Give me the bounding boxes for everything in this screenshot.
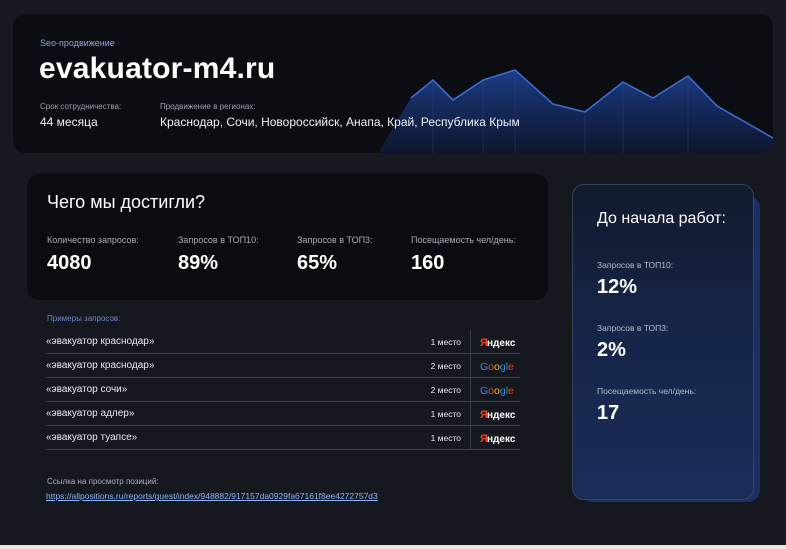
term-label: Срок сотрудничества: <box>40 102 122 111</box>
table-row: «эвакуатор адлер» 1 место Я ндекс <box>46 402 520 426</box>
stat-label-queries: Количество запросов: <box>47 235 139 245</box>
before-title: До начала работ: <box>597 210 726 227</box>
stat-value-traffic: 160 <box>411 252 445 274</box>
query-place: 1 место <box>430 433 461 443</box>
yandex-logo-icon: Я ндекс <box>480 337 516 349</box>
term-value: 44 месяца <box>40 115 98 129</box>
stat-label-traffic: Посещаемость чел/день: <box>411 235 516 245</box>
before-label-traffic: Посещаемость чел/день: <box>597 386 697 396</box>
yandex-logo-icon: Я ндекс <box>480 409 516 421</box>
regions-label: Продвижение в регионах: <box>160 102 256 111</box>
bottom-strip <box>0 545 786 549</box>
column-divider <box>470 378 471 402</box>
stat-label-top10: Запросов в ТОП10: <box>178 235 259 245</box>
svg-text:Я: Я <box>480 337 488 349</box>
positions-link-label: Ссылка на просмотр позиций: <box>47 477 159 486</box>
regions-value: Краснодар, Сочи, Новороссийск, Анапа, Кр… <box>160 115 520 129</box>
query-text: «эвакуатор краснодар» <box>46 336 155 347</box>
column-divider <box>470 330 471 354</box>
stat-value-queries: 4080 <box>47 252 92 274</box>
achievements-title: Чего мы достигли? <box>47 192 206 212</box>
query-place: 1 место <box>430 337 461 347</box>
mountains-decoration <box>378 69 773 153</box>
before-work-card: До начала работ: Запросов в ТОП10: 12% З… <box>572 184 754 500</box>
column-divider <box>470 426 471 450</box>
svg-text:Я: Я <box>480 409 488 421</box>
svg-text:Я: Я <box>480 433 488 445</box>
header-card: Seo-продвижение evakuator-m4.ru Срок сот… <box>13 14 773 153</box>
query-text: «эвакуатор адлер» <box>46 408 135 419</box>
query-place: 1 место <box>430 409 461 419</box>
table-row: «эвакуатор краснодар» 2 место Google <box>46 354 520 378</box>
svg-text:Google: Google <box>480 385 514 397</box>
before-value-traffic: 17 <box>597 402 620 424</box>
site-title: evakuator-m4.ru <box>39 52 276 85</box>
main-card: Чего мы достигли? Количество запросов: 4… <box>13 160 773 533</box>
service-kicker: Seo-продвижение <box>40 38 115 48</box>
table-row: «эвакуатор краснодар» 1 место Я ндекс <box>46 330 520 354</box>
svg-text:ндекс: ндекс <box>487 338 516 349</box>
stat-label-top3: Запросов в ТОП3: <box>297 235 373 245</box>
stat-value-top10: 89% <box>178 252 219 274</box>
before-label-top10: Запросов в ТОП10: <box>597 260 674 270</box>
google-logo-icon: Google <box>480 385 514 397</box>
svg-text:Google: Google <box>480 361 514 373</box>
query-text: «эвакуатор сочи» <box>46 384 128 395</box>
yandex-logo-icon: Я ндекс <box>480 433 516 445</box>
table-row: «эвакуатор туапсе» 1 место Я ндекс <box>46 426 520 450</box>
svg-text:ндекс: ндекс <box>487 434 516 445</box>
query-text: «эвакуатор туапсе» <box>46 432 138 443</box>
positions-link[interactable]: https://allpositions.ru/reports/guest/in… <box>46 491 378 501</box>
column-divider <box>470 354 471 378</box>
google-logo-icon: Google <box>480 361 514 373</box>
before-value-top3: 2% <box>597 339 626 361</box>
query-examples-table: «эвакуатор краснодар» 1 место Я ндекс «э… <box>46 330 520 450</box>
before-value-top10: 12% <box>597 276 638 298</box>
svg-text:ндекс: ндекс <box>487 410 516 421</box>
query-place: 2 место <box>430 361 461 371</box>
query-place: 2 место <box>430 385 461 395</box>
query-text: «эвакуатор краснодар» <box>46 360 155 371</box>
table-row: «эвакуатор сочи» 2 место Google <box>46 378 520 402</box>
achievements-panel: Чего мы достигли? Количество запросов: 4… <box>27 174 548 300</box>
column-divider <box>470 402 471 426</box>
examples-label: Примеры запросов: <box>47 314 121 323</box>
stat-value-top3: 65% <box>297 252 338 274</box>
before-label-top3: Запросов в ТОП3: <box>597 323 669 333</box>
